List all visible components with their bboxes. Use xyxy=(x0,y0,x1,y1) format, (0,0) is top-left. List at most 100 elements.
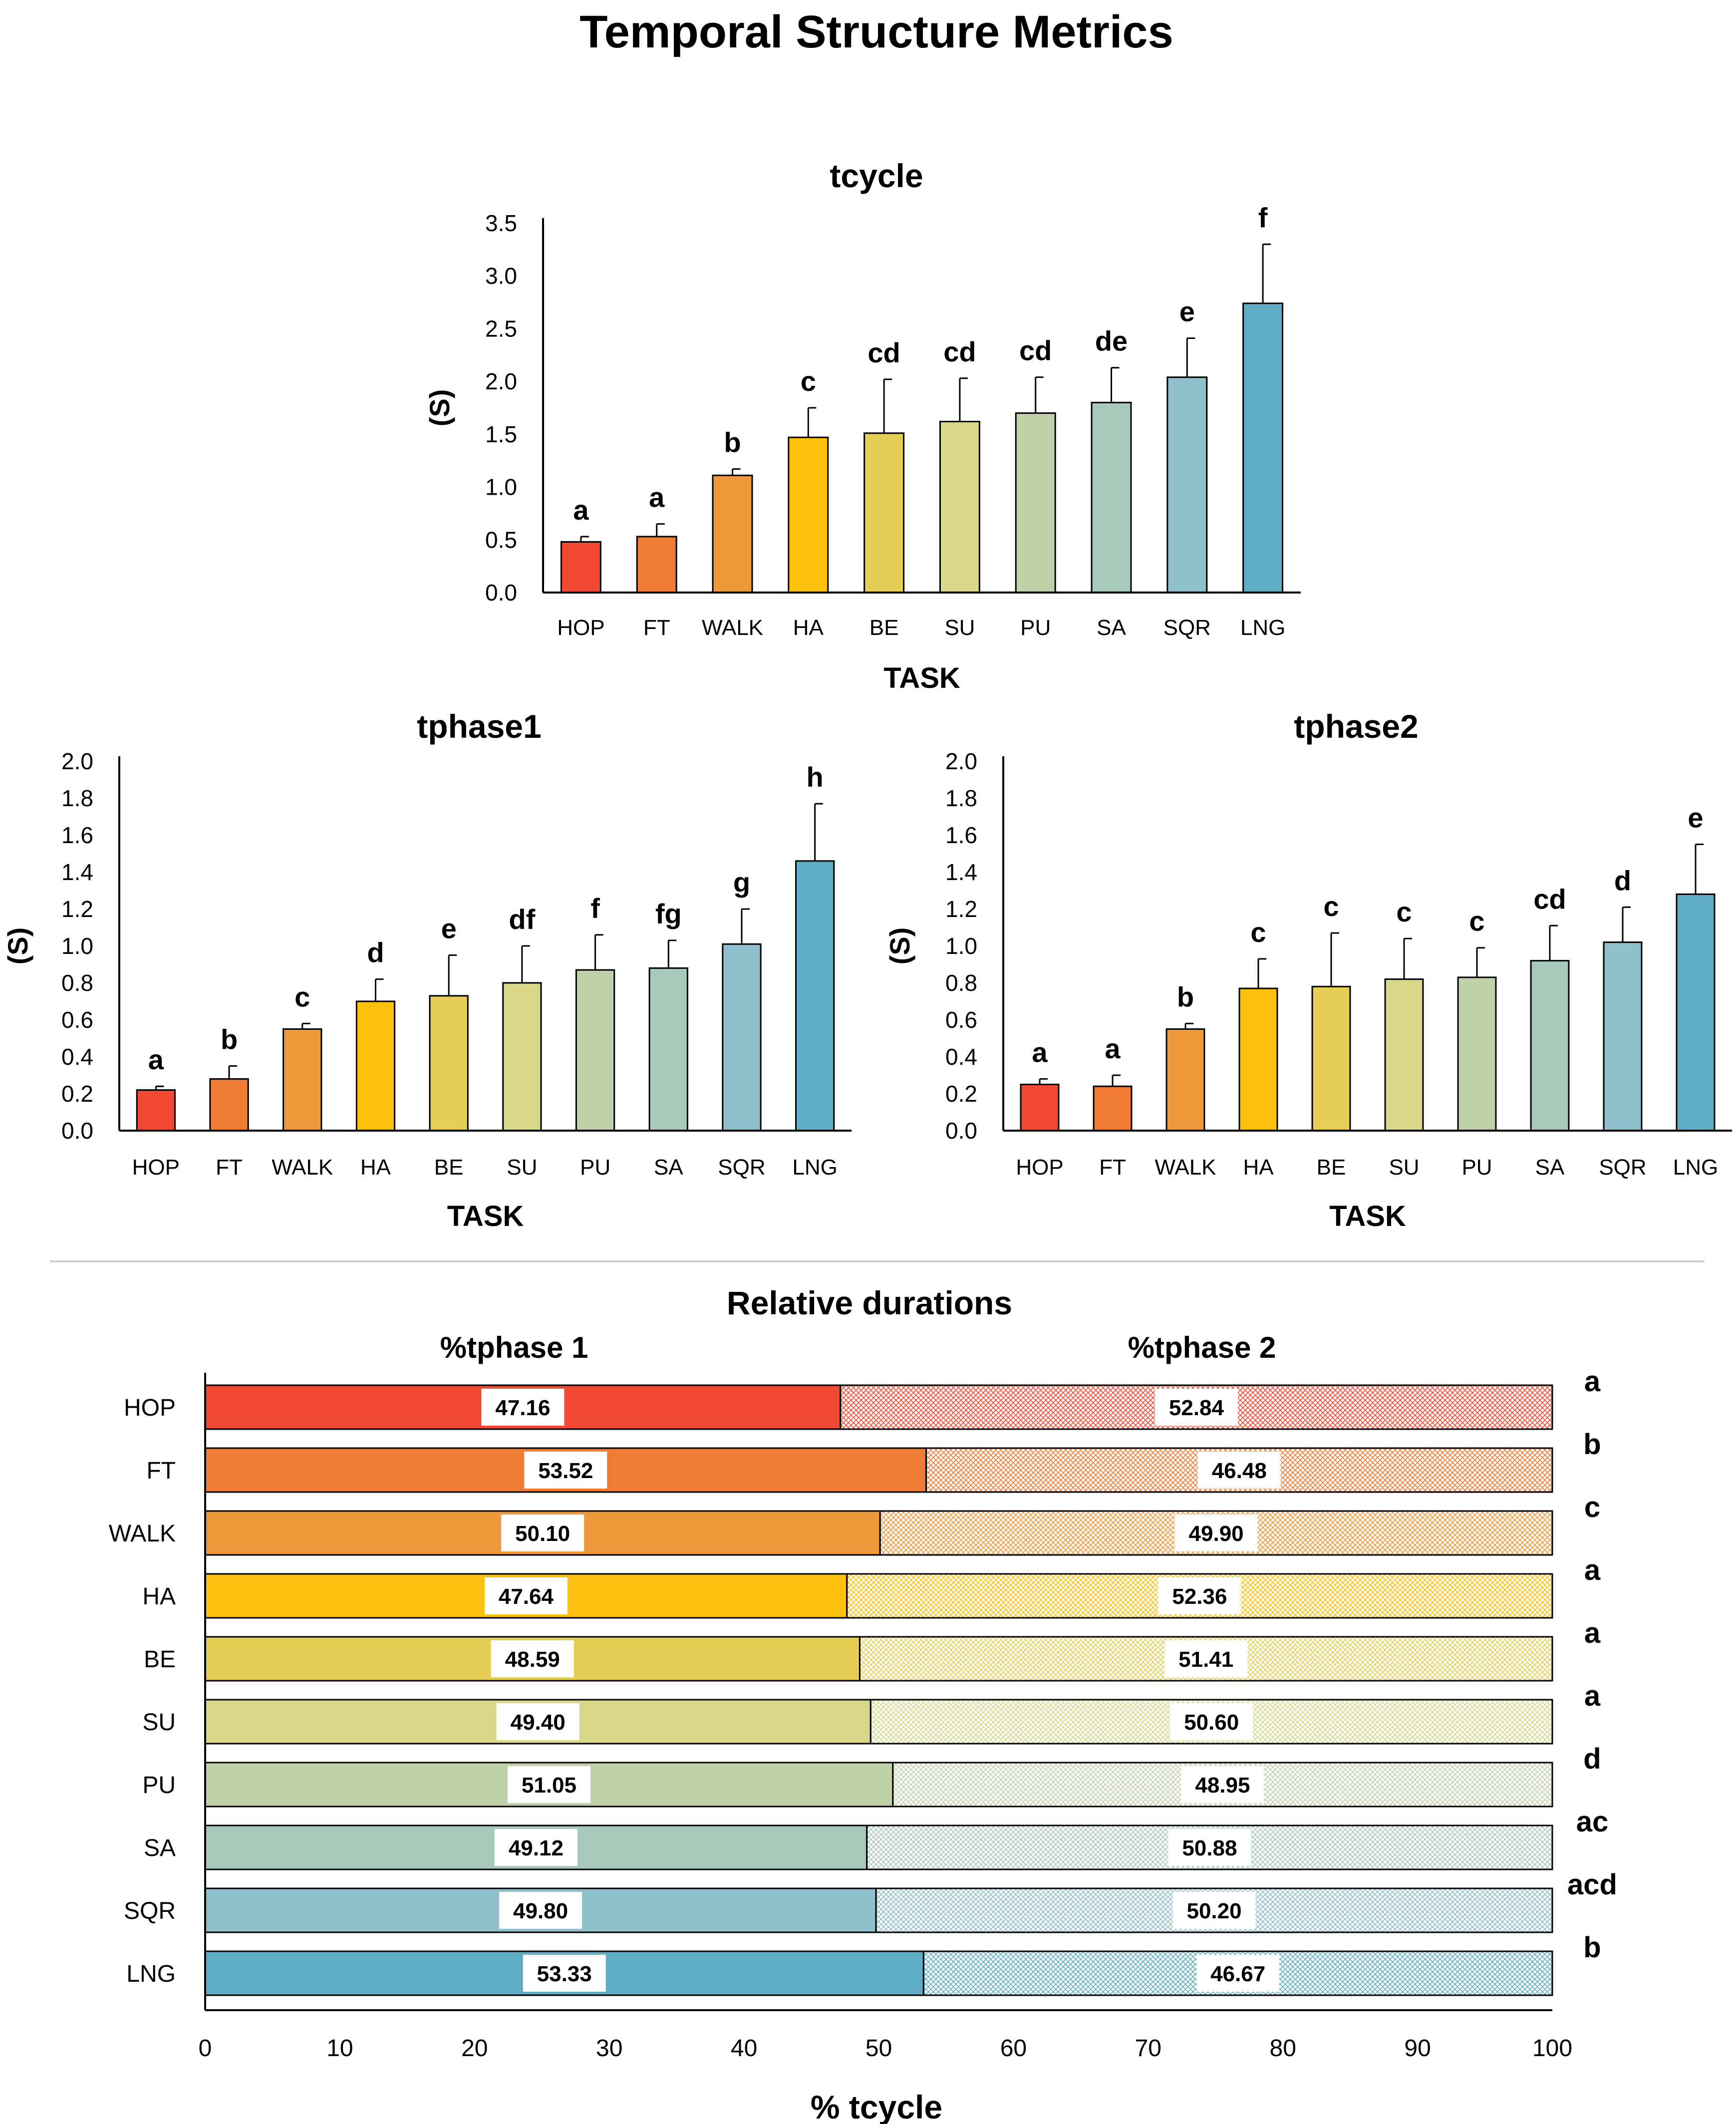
data-label-phase2: 50.20 xyxy=(1186,1899,1241,1923)
significance-letter: a xyxy=(1032,1036,1048,1068)
data-label-phase1: 50.10 xyxy=(515,1521,570,1546)
x-tick-label: SA xyxy=(1535,1155,1565,1180)
y-tick-label: 1.4 xyxy=(61,859,93,885)
data-label-phase1: 53.33 xyxy=(537,1962,592,1986)
bar-pu xyxy=(1015,412,1056,594)
y-tick-label: 1.0 xyxy=(945,933,977,959)
y-tick-label: 0.4 xyxy=(61,1044,93,1070)
y-category-label: SU xyxy=(142,1709,176,1736)
significance-letter: a xyxy=(148,1044,164,1075)
x-tick-label: PU xyxy=(1461,1155,1492,1180)
significance-letter: c xyxy=(294,981,310,1012)
data-label-phase2: 46.67 xyxy=(1210,1962,1265,1986)
y-tick-label: 0.2 xyxy=(945,1081,977,1107)
y-category-label: PU xyxy=(142,1772,176,1799)
significance-letter: cd xyxy=(943,336,976,367)
significance-letter: b xyxy=(1583,1931,1601,1964)
significance-letter: c xyxy=(801,365,816,397)
bar-sa xyxy=(1091,401,1132,594)
y-tick-label: 1.5 xyxy=(485,421,517,447)
chart-title: tcycle xyxy=(830,157,923,194)
x-tick-label: SQR xyxy=(1599,1155,1646,1180)
bar-hop xyxy=(136,1089,176,1132)
page-title: Temporal Structure Metrics xyxy=(579,6,1173,57)
y-axis-label: (S) xyxy=(424,389,455,427)
data-label-phase2: 48.95 xyxy=(1195,1773,1250,1798)
significance-letter: fg xyxy=(655,898,682,929)
significance-letter: a xyxy=(1584,1680,1601,1712)
y-tick-label: 0.8 xyxy=(61,970,93,996)
significance-letter: ac xyxy=(1576,1806,1609,1838)
bar-be xyxy=(864,432,905,594)
bar-be xyxy=(429,995,469,1132)
significance-letter: c xyxy=(1323,891,1339,922)
data-label-bg xyxy=(1155,1389,1238,1426)
significance-letter: acd xyxy=(1567,1868,1617,1901)
y-tick-label: 1.4 xyxy=(945,859,977,885)
bar-lng xyxy=(795,860,835,1132)
x-tick-label: 30 xyxy=(596,2035,622,2062)
bar-sa xyxy=(1530,960,1570,1132)
chart-title: tphase1 xyxy=(417,708,541,745)
data-label-bg xyxy=(1168,1829,1251,1866)
data-label-bg xyxy=(1197,1452,1281,1489)
significance-letter: cd xyxy=(1019,335,1052,366)
significance-letter: b xyxy=(1177,981,1194,1012)
x-tick-label: SQR xyxy=(1163,615,1211,640)
x-axis-label: TASK xyxy=(1329,1200,1406,1232)
y-tick-label: 2.0 xyxy=(61,748,93,774)
data-label-bg xyxy=(496,1703,579,1740)
chart-relative-durations: Relative durations %tphase 1 %tphase 2 47.1… xyxy=(109,1284,1617,2124)
x-tick-label: 70 xyxy=(1135,2035,1161,2062)
significance-letter: b xyxy=(724,427,741,458)
significance-letter: e xyxy=(441,913,457,944)
x-tick-label: PU xyxy=(1020,615,1051,640)
x-tick-label: 40 xyxy=(731,2035,757,2062)
significance-letter: cd xyxy=(1533,883,1566,914)
bar-su xyxy=(502,982,542,1132)
significance-letter: h xyxy=(807,761,824,793)
data-label-bg xyxy=(1164,1640,1248,1677)
data-label-phase1: 48.59 xyxy=(505,1647,560,1672)
data-label-bg xyxy=(484,1577,568,1614)
x-tick-label: SU xyxy=(944,615,975,640)
x-axis-label: TASK xyxy=(883,662,960,694)
significance-letter: d xyxy=(1614,865,1631,896)
x-tick-label: HOP xyxy=(132,1155,180,1180)
bar-ft xyxy=(209,1078,249,1132)
data-label-phase2: 50.88 xyxy=(1182,1836,1237,1860)
x-tick-label: 50 xyxy=(866,2035,892,2062)
bar-ha xyxy=(355,1000,396,1132)
x-tick-label: FT xyxy=(1099,1155,1126,1180)
significance-letter: a xyxy=(649,482,665,513)
x-tick-label: WALK xyxy=(272,1155,333,1180)
y-category-label: HOP xyxy=(124,1395,176,1421)
chart-title: Relative durations xyxy=(727,1284,1012,1321)
data-label-phase2: 52.36 xyxy=(1172,1584,1227,1609)
data-label-phase2: 51.41 xyxy=(1178,1647,1233,1672)
x-tick-label: 60 xyxy=(1000,2035,1027,2062)
y-tick-label: 0.0 xyxy=(485,580,517,606)
x-axis-label: TASK xyxy=(447,1200,524,1232)
x-tick-label: FT xyxy=(216,1155,243,1180)
bar-ha xyxy=(1238,987,1278,1132)
y-tick-label: 2.0 xyxy=(945,748,977,774)
data-label-bg xyxy=(1172,1892,1256,1929)
bar-be xyxy=(1311,985,1351,1132)
series-header-phase2: %tphase 2 xyxy=(1128,1331,1276,1364)
y-category-label: BE xyxy=(144,1646,176,1673)
bar-ft xyxy=(1093,1085,1133,1132)
y-tick-label: 1.6 xyxy=(945,822,977,848)
data-label-phase2: 49.90 xyxy=(1189,1521,1244,1546)
data-label-bg xyxy=(494,1829,578,1866)
bar-sqr xyxy=(1603,941,1643,1132)
significance-letter: c xyxy=(1250,916,1266,948)
x-tick-label: WALK xyxy=(1155,1155,1216,1180)
y-tick-label: 0.5 xyxy=(485,527,517,553)
x-tick-label: SA xyxy=(1097,615,1126,640)
significance-letter: a xyxy=(573,494,589,526)
x-tick-label: SQR xyxy=(718,1155,765,1180)
bar-pu xyxy=(1457,976,1497,1132)
bar-lng xyxy=(1242,303,1284,594)
bar-walk xyxy=(712,474,753,594)
